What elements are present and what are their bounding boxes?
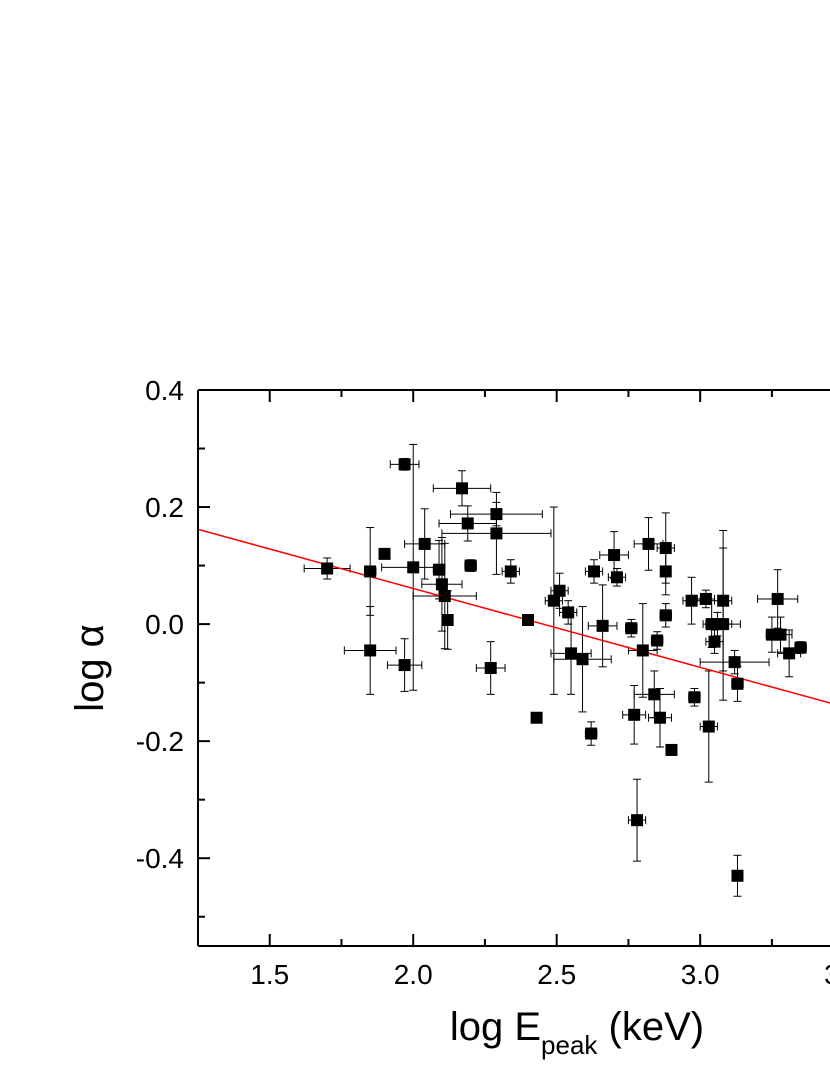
data-point: [625, 622, 638, 635]
data-point: [702, 720, 715, 733]
x-tick-label: 2.5: [537, 959, 576, 990]
data-point: [553, 584, 566, 597]
y-tick-label: -0.4: [136, 843, 184, 874]
x-tick-label: 3.5: [824, 959, 830, 990]
data-point: [688, 691, 701, 704]
data-point: [504, 565, 517, 578]
data-point: [585, 727, 598, 740]
data-point: [659, 542, 672, 555]
y-axis-label-main: log: [68, 647, 112, 712]
data-point: [378, 547, 391, 560]
data-point: [731, 677, 744, 690]
data-point: [610, 571, 623, 584]
data-point: [665, 743, 678, 756]
data-point: [484, 662, 497, 674]
data-point: [654, 711, 666, 724]
data-point: [522, 614, 534, 627]
data-point: [364, 644, 377, 657]
data-point: [435, 578, 448, 591]
data-point: [530, 711, 543, 724]
data-point: [631, 814, 644, 827]
y-tick-label: 0.0: [145, 609, 184, 640]
data-point: [685, 594, 698, 607]
data-point: [708, 635, 721, 648]
data-point: [490, 527, 503, 540]
data-point: [642, 537, 655, 550]
tick-labels: 1.5 2.0 2.5 3.0 3.5 0.4 0.2 0.0 -0.2 -0.4: [136, 375, 830, 990]
data-point: [774, 628, 787, 641]
x-tick-label: 3.0: [681, 959, 720, 990]
data-point: [699, 592, 712, 605]
data-point: [441, 614, 454, 627]
y-tick-label: 0.2: [145, 492, 184, 523]
data-point: [576, 653, 589, 666]
data-point: [398, 659, 411, 672]
data-point: [461, 517, 474, 530]
x-axis-label-unit: (keV): [597, 1005, 704, 1049]
y-tick-label: -0.2: [136, 726, 184, 757]
data-point: [464, 559, 477, 572]
y-axis-label-symbol: α: [68, 624, 112, 647]
data-point: [433, 563, 446, 576]
data-point: [717, 594, 730, 607]
data-point: [398, 458, 411, 471]
data-point: [547, 594, 560, 607]
x-axis-label: log Epeak (keV): [450, 1005, 704, 1060]
data-point: [717, 618, 730, 631]
x-axis-label-subscript: peak: [541, 1030, 598, 1060]
data-point: [771, 592, 784, 605]
data-point: [418, 537, 431, 550]
data-point: [794, 641, 807, 654]
data-point: [438, 590, 451, 603]
data-point: [596, 619, 609, 632]
data-point: [783, 647, 796, 660]
x-tick-label: 2.0: [394, 959, 433, 990]
data-point: [490, 508, 503, 521]
y-axis-label: log α: [68, 624, 112, 712]
data-point: [565, 647, 578, 660]
data-point: [321, 562, 334, 575]
data-point: [659, 565, 672, 578]
x-tick-label: 1.5: [250, 959, 289, 990]
data-point: [728, 656, 741, 669]
data-point: [456, 482, 468, 495]
data-point: [659, 609, 672, 622]
data-markers: [321, 458, 807, 882]
error-bars: [303, 443, 807, 897]
data-point: [731, 869, 744, 882]
data-point: [364, 565, 377, 578]
data-point: [588, 565, 600, 578]
axis-ticks: [197, 389, 773, 946]
data-point: [651, 634, 664, 647]
data-point: [407, 561, 420, 574]
data-point: [628, 708, 641, 721]
data-point: [562, 606, 575, 619]
data-point: [648, 688, 661, 701]
x-axis-label-main: log E: [450, 1005, 541, 1049]
data-point: [608, 549, 621, 562]
data-point: [636, 644, 649, 657]
y-tick-label: 0.4: [145, 375, 184, 406]
